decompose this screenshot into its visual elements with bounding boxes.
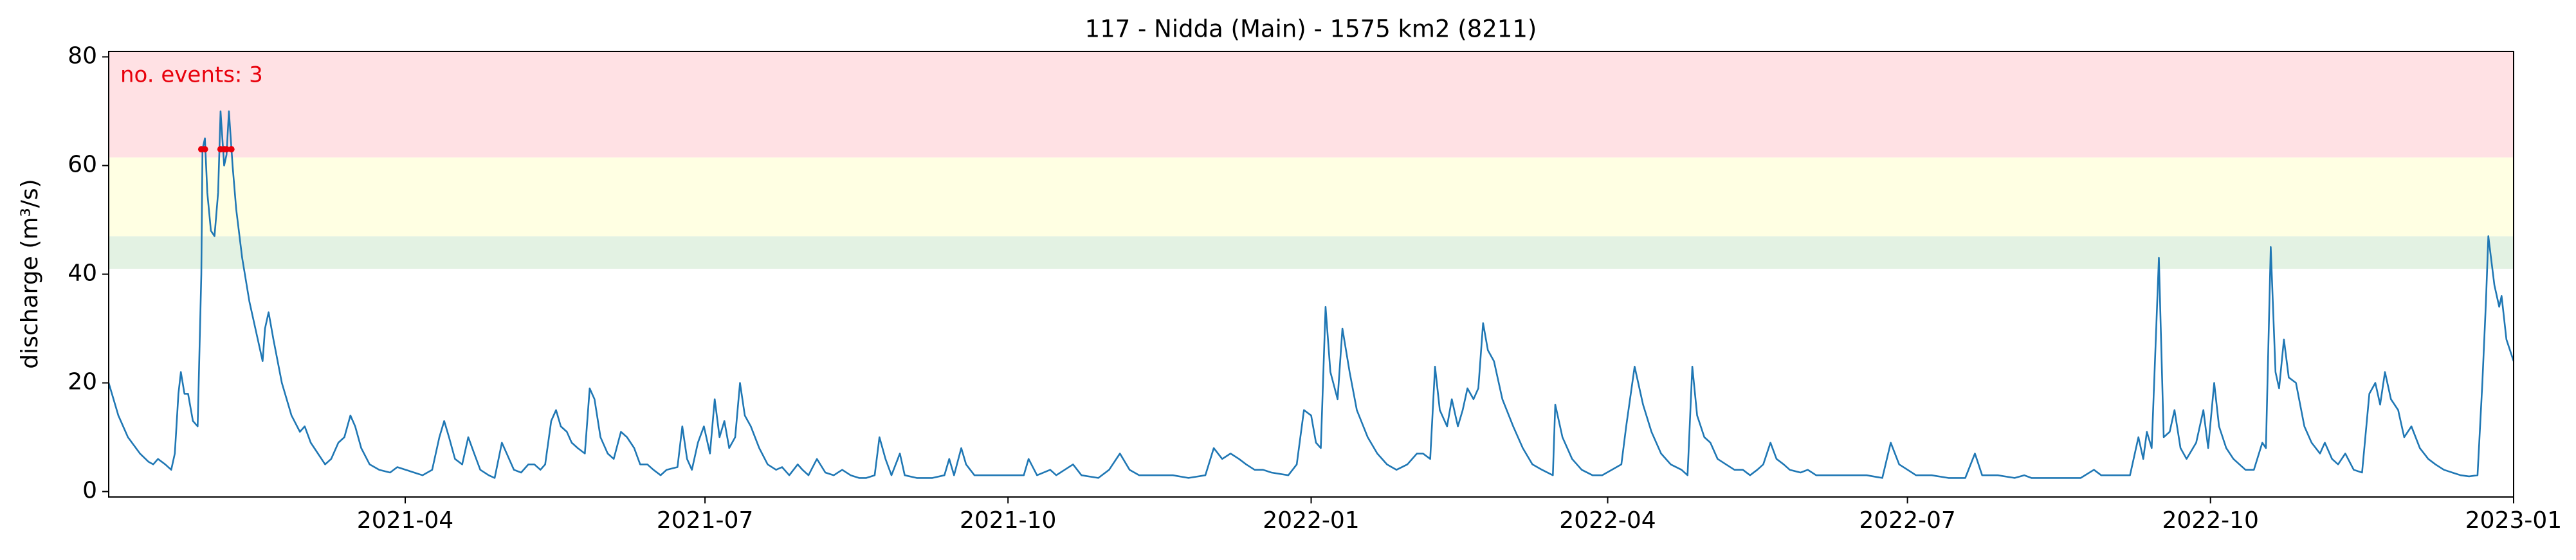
chart-title: 117 - Nidda (Main) - 1575 km2 (8211): [1085, 15, 1537, 43]
x-tick-label: 2021-10: [960, 507, 1056, 534]
x-tick-label: 2023-01: [2465, 507, 2562, 534]
y-tick-label: 0: [82, 478, 97, 504]
plot-frame: [108, 51, 2514, 498]
event-count: no. events: 3: [120, 62, 263, 88]
y-tick-label: 20: [68, 369, 97, 395]
x-tick-label: 2021-04: [357, 507, 453, 534]
y-axis-label: discharge (m³/s): [17, 179, 43, 368]
y-tick-label: 80: [68, 42, 97, 69]
x-tick-label: 2022-01: [1263, 507, 1359, 534]
x-tick-label: 2022-07: [1859, 507, 1955, 534]
threshold-band: [109, 157, 2514, 237]
threshold-band: [109, 236, 2514, 269]
event-point: [228, 146, 235, 153]
x-tick-label: 2022-10: [2162, 507, 2258, 534]
event-point: [223, 146, 230, 153]
y-tick-label: 40: [68, 260, 97, 287]
event-point: [201, 146, 208, 153]
y-tick-label: 60: [68, 151, 97, 177]
threshold-band: [109, 51, 2514, 158]
x-tick-label: 2021-07: [657, 507, 753, 534]
discharge-line: [107, 110, 2515, 479]
x-tick-label: 2022-04: [1559, 507, 1656, 534]
